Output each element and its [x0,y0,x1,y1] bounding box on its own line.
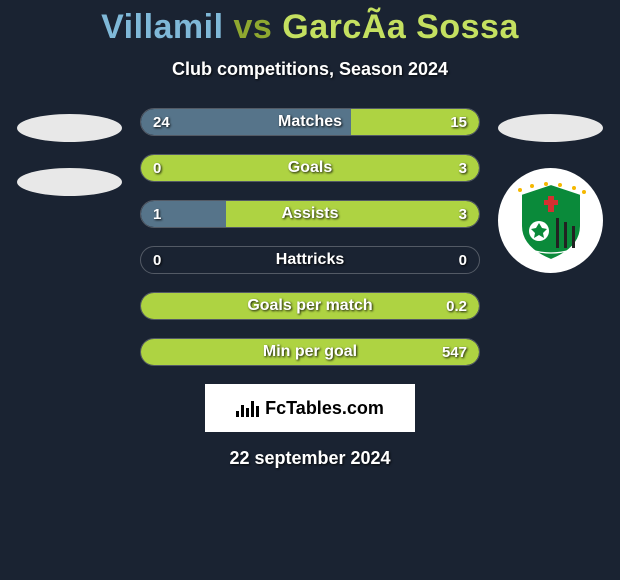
comparison-card: Villamil vs GarcÃ­a Sossa Club competiti… [0,0,620,469]
stat-value-right: 15 [450,114,467,131]
stat-value-left: 0 [153,252,161,269]
branding-text: FcTables.com [265,398,384,419]
branding-badge: FcTables.com [205,384,415,432]
right-player-avatar-placeholder [498,114,603,142]
stat-value-right: 0 [459,252,467,269]
right-club-badge [498,168,603,273]
stat-bar: 0 Goals 3 [140,154,480,182]
page-title: Villamil vs GarcÃ­a Sossa [0,8,620,47]
left-player-avatar-placeholder [17,114,122,142]
stat-bar: 0 Hattricks 0 [140,246,480,274]
left-player-column [17,108,122,196]
stat-label: Assists [282,205,339,223]
stat-bar: 1 Assists 3 [140,200,480,228]
bar-chart-icon [236,399,259,417]
stat-bar: Goals per match 0.2 [140,292,480,320]
club-crest-icon [506,176,596,266]
title-player-left: Villamil [101,8,223,46]
stat-label: Goals per match [247,297,372,315]
title-vs: vs [234,8,273,46]
right-player-column [498,108,603,273]
title-player-right: GarcÃ­a Sossa [282,8,519,46]
stat-value-right: 3 [459,160,467,177]
content-row: 24 Matches 15 0 Goals 3 1 Assists 3 0 Hattricks 0 Go… [0,108,620,366]
stat-label: Goals [288,159,332,177]
stat-value-right: 0.2 [446,298,467,315]
stats-column: 24 Matches 15 0 Goals 3 1 Assists 3 0 Hattricks 0 Go… [140,108,480,366]
stat-bar: 24 Matches 15 [140,108,480,136]
subtitle: Club competitions, Season 2024 [0,59,620,80]
stat-label: Matches [278,113,342,131]
stat-label: Min per goal [263,343,357,361]
stat-bar: Min per goal 547 [140,338,480,366]
stat-value-left: 24 [153,114,170,131]
stat-label: Hattricks [276,251,344,269]
stat-value-right: 547 [442,344,467,361]
stat-value-left: 0 [153,160,161,177]
stat-value-left: 1 [153,206,161,223]
stat-fill-right [226,201,480,227]
left-club-badge-placeholder [17,168,122,196]
date-label: 22 september 2024 [0,448,620,469]
stat-value-right: 3 [459,206,467,223]
